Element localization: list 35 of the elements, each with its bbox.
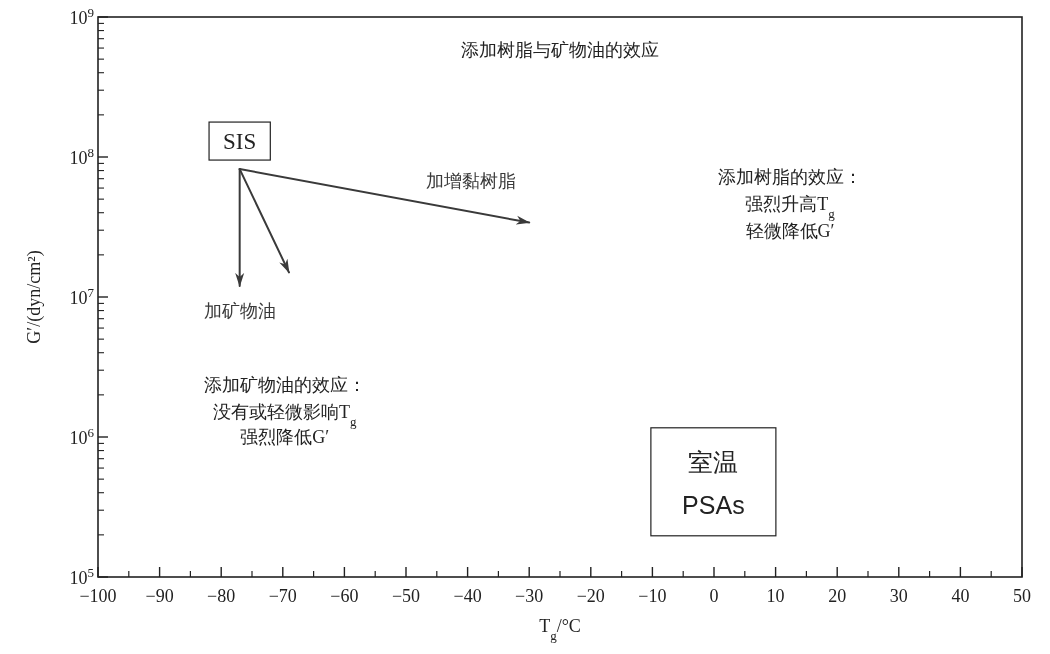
annotation: 室温	[688, 447, 739, 476]
x-tick-label: 30	[889, 586, 908, 606]
annotation: 强烈升高T$_{g}$	[745, 194, 836, 221]
annotation: 添加矿物油的效应：	[203, 375, 366, 396]
x-tick-label: −40	[453, 586, 482, 606]
x-tick-label: 40	[951, 586, 970, 606]
annotation: PSAs	[682, 490, 745, 519]
x-tick-label: −100	[79, 586, 117, 606]
series-label: 加增黏树脂	[426, 170, 517, 191]
y-tick-label: 10$^{5}$	[69, 564, 94, 588]
x-tick-label: −70	[268, 586, 297, 606]
x-axis-title: T$_{g}$/°C	[539, 616, 581, 643]
x-tick-label: −50	[391, 586, 421, 606]
y-axis-title: G′/(dyn/cm²)	[24, 250, 45, 344]
y-tick-label: 10$^{9}$	[69, 4, 94, 28]
x-tick-label: 20	[828, 586, 847, 606]
x-tick-label: −10	[638, 586, 667, 606]
annotation: SIS	[223, 129, 257, 155]
annotation: 强烈降低G′	[240, 427, 330, 448]
x-tick-label: −20	[576, 586, 605, 606]
x-tick-label: 10	[766, 586, 785, 606]
annotation: 轻微降低G′	[745, 221, 835, 242]
annotation: 没有或轻微影响T$_{g}$	[212, 401, 357, 429]
x-tick-label: 0	[709, 586, 719, 606]
annotation: 添加树脂的效应：	[718, 167, 863, 188]
x-tick-label: −90	[145, 586, 174, 606]
x-tick-label: −60	[330, 586, 359, 606]
y-tick-label: 10$^{8}$	[69, 144, 94, 168]
x-tick-label: −30	[515, 586, 544, 606]
y-tick-label: 10$^{7}$	[69, 284, 95, 308]
y-tick-label: 10$^{6}$	[69, 424, 95, 448]
x-tick-label: 50	[1013, 586, 1031, 606]
text: 添加树脂与矿物油的效应	[461, 40, 659, 60]
x-tick-label: −80	[207, 586, 236, 606]
series-label: 加矿物油	[203, 300, 276, 321]
